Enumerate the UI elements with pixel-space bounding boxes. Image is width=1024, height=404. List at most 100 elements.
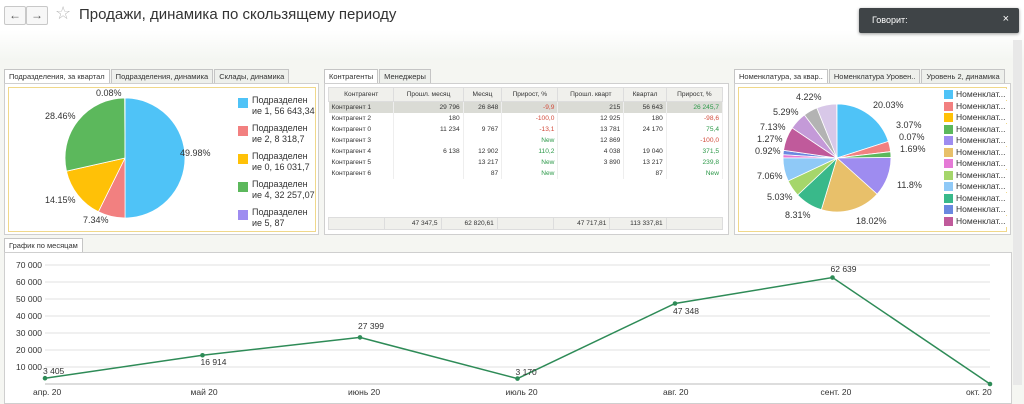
column-header[interactable]: Прирост, % (665, 87, 724, 102)
departments-pie-chart (64, 97, 186, 219)
x-tick-label: окт. 20 (966, 387, 992, 397)
table-row[interactable]: Контрагент 2 180 -100,0 12 925 180 -98,6 (328, 113, 724, 124)
pie-label: 49.98% (180, 148, 211, 158)
column-header[interactable]: Прошл. месяц (393, 87, 464, 102)
legend-swatch (238, 182, 248, 192)
favorite-star-icon[interactable]: ☆ (55, 3, 72, 23)
table-cell: 13 217 (463, 157, 503, 168)
tab-departments-dynamics[interactable]: Подразделения, динамика (110, 69, 214, 84)
legend-item: Подразделен ие 4, 32 257,07 (236, 179, 316, 205)
tab-warehouses-dynamics[interactable]: Склады, динамика (214, 69, 290, 84)
legend-swatch (944, 113, 953, 122)
table-row[interactable]: Контрагент 0 11 234 9 767 -13,1 13 781 24 170… (328, 124, 724, 135)
legend-label: Номенклат... (956, 146, 1008, 158)
pie-slice (64, 97, 126, 172)
totals-table: 47 347,5 62 820,61 47 717,81 113 337,81 (327, 217, 724, 230)
tab-departments-quarter[interactable]: Подразделения, за квартал (4, 69, 110, 85)
pie-slice (65, 157, 126, 213)
pie-slice (124, 97, 186, 219)
notification-popup[interactable]: Говорит: × (859, 8, 1019, 33)
back-button[interactable]: ← (4, 6, 26, 25)
legend-item: Номенклат... (942, 204, 1008, 215)
pie-label: 11.8% (897, 180, 922, 190)
counterparties-table-wrap: Контрагент Прошл. месяц Месяц Прирост, % Про… (327, 87, 724, 230)
pie-slice (836, 103, 889, 159)
y-tick-label: 10 000 (16, 362, 42, 372)
total-cell: 47 717,81 (553, 217, 611, 230)
tab-monthly-chart[interactable]: График по месяцам (4, 238, 83, 254)
panel2-tabs: Контрагенты Менеджеры (324, 69, 432, 85)
legend-item: Номенклат... (942, 135, 1008, 146)
x-tick-label: сент. 20 (820, 387, 852, 397)
forward-button[interactable]: → (26, 6, 48, 25)
data-point[interactable] (987, 381, 993, 387)
pie-slice (820, 157, 878, 213)
data-point[interactable] (357, 335, 363, 340)
legend-label: Номенклат... (956, 192, 1008, 204)
table-row[interactable]: Контрагент 3 New 12 869 -100,0 (328, 135, 724, 146)
legend-label: Подразделен ие 2, 8 318,7 (252, 123, 308, 144)
legend-label: Номенклат... (956, 123, 1008, 135)
total-cell (327, 217, 386, 230)
data-label: 16 914 (200, 357, 227, 368)
total-cell: 113 337,81 (609, 217, 667, 230)
column-header[interactable]: Контрагент (327, 87, 395, 102)
table-cell: 9 767 (463, 124, 503, 135)
total-cell (496, 217, 555, 230)
title-bar: ← → ☆ Продажи, динамика по скользящему п… (0, 0, 1024, 30)
data-label: 47 348 (673, 305, 699, 316)
close-icon[interactable]: × (1002, 13, 1009, 25)
table-cell: 87 (463, 168, 503, 179)
table-cell: 215 (557, 101, 625, 113)
pie-label: 5.03% (767, 192, 793, 202)
legend-label: Номенклат... (956, 100, 1008, 112)
legend-label: Номенклат... (956, 112, 1008, 123)
table-cell (623, 135, 667, 146)
legend-swatch (944, 170, 953, 180)
data-point[interactable] (672, 301, 678, 306)
legend-swatch (944, 182, 953, 191)
pie-label: 18.02% (856, 216, 887, 226)
monthly-chart-panel: 70 000 60 000 50 000 40 000 30 000 20 000 10 0… (4, 252, 1012, 404)
table-row[interactable]: Контрагент 6 87 New 87 New (328, 168, 724, 179)
table-cell: 3 890 (557, 157, 625, 168)
data-point[interactable] (200, 352, 205, 358)
table-row[interactable]: Контрагент 1 29 796 26 848 -9,9 215 56 643 26 … (328, 101, 724, 113)
legend-item: Подразделен ие 2, 8 318,7 (236, 123, 316, 149)
table-cell: Контрагент 6 (328, 168, 395, 179)
data-point[interactable] (42, 375, 48, 381)
table-cell (393, 168, 464, 179)
notification-text: Говорит: (872, 15, 908, 25)
tab-managers[interactable]: Менеджеры (379, 69, 431, 84)
legend-label: Подразделен ие 4, 32 257,07 (252, 179, 315, 200)
arrow-left-icon: ← (9, 8, 21, 22)
table-cell: New (666, 168, 724, 179)
x-tick-label: июль 20 (505, 387, 538, 397)
tab-nomenclature-quarter[interactable]: Номенклатура, за квар.. (734, 69, 828, 85)
totals-row: 47 347,5 62 820,61 47 717,81 113 337,81 (327, 217, 724, 230)
legend-item: Номенклат... (942, 181, 1008, 192)
x-tick-label: июнь 20 (348, 387, 381, 397)
column-header[interactable]: Прирост, % (501, 87, 559, 102)
data-point[interactable] (830, 275, 835, 280)
monthly-line-chart (42, 264, 993, 387)
table-row[interactable]: Контрагент 5 13 217 New 3 890 13 217 239,8 (328, 157, 724, 168)
pie-label: 7.06% (757, 171, 783, 181)
column-header[interactable]: Месяц (462, 87, 503, 102)
vertical-scrollbar[interactable] (1013, 40, 1022, 385)
legend-label: Номенклат... (956, 181, 1008, 192)
counterparties-table: Контрагент Прошл. месяц Месяц Прирост, % Про… (327, 87, 724, 179)
tab-nomenclature-level[interactable]: Номенклатура Уровен.. (828, 69, 921, 84)
pie-label: 1.27% (757, 134, 783, 144)
table-cell: Контрагент 0 (328, 124, 395, 135)
data-point[interactable] (515, 376, 520, 381)
table-cell (393, 135, 464, 146)
column-header[interactable]: Квартал (623, 87, 667, 102)
table-cell: -98,6 (666, 113, 724, 124)
tab-counterparties[interactable]: Контрагенты (324, 69, 379, 85)
pie-label: 28.46% (45, 111, 76, 121)
tab-level2-dynamics[interactable]: Уровень 2, динамика (921, 69, 1005, 84)
column-header[interactable]: Прошл. кварт (557, 87, 625, 102)
legend-item: Номенклат... (942, 123, 1008, 135)
